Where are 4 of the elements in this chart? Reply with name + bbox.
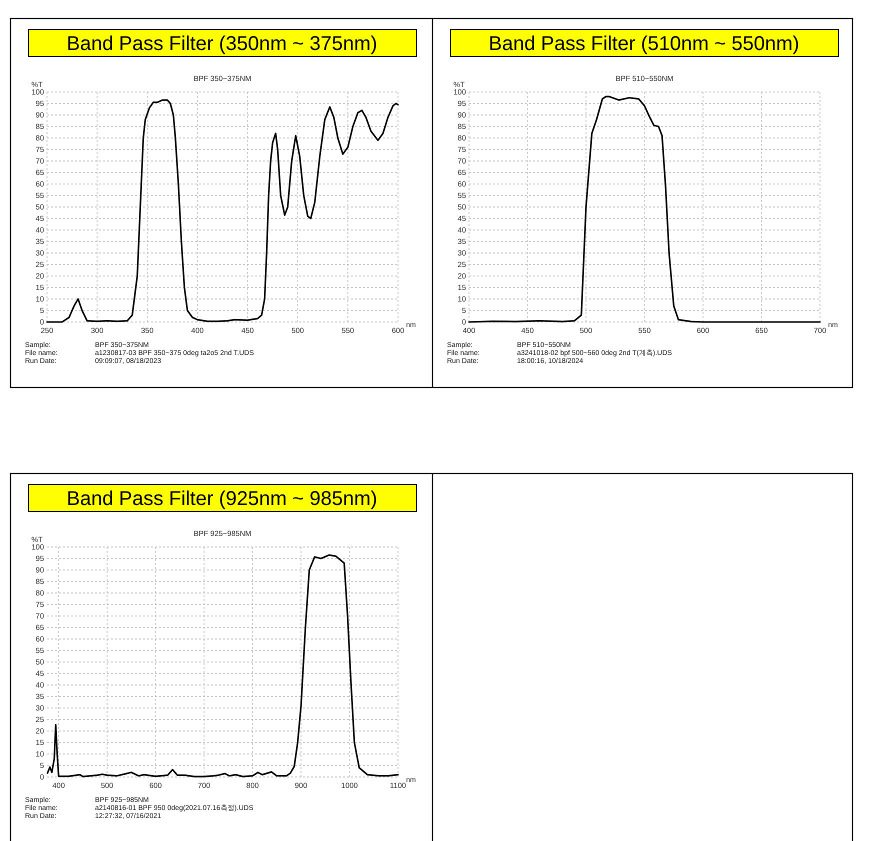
- line-series: [468, 96, 821, 323]
- chart-title: Band Pass Filter (350nm ~ 375nm): [66, 33, 378, 55]
- chart-title: Band Pass Filter (510nm ~ 550nm): [488, 33, 800, 55]
- chart-title: Band Pass Filter (925nm ~ 985nm): [66, 488, 378, 510]
